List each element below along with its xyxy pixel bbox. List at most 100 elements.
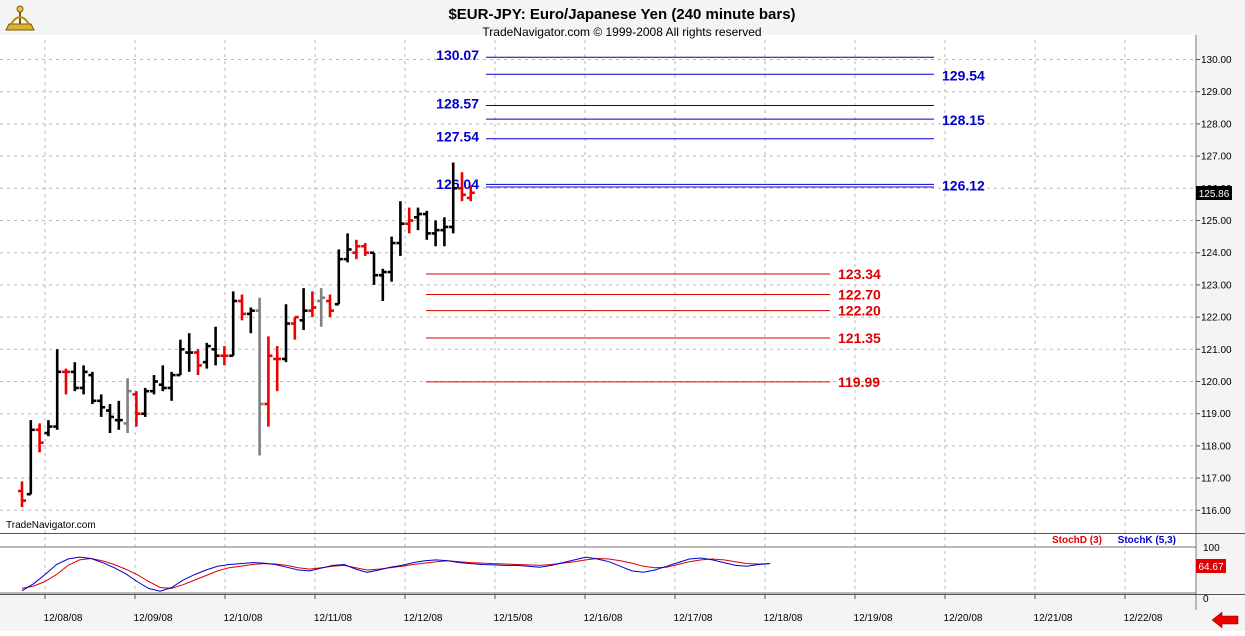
axis-labels: 12/08/08 12/09/08 12/10/08 12/11/08 12/12/08… [44, 55, 1232, 624]
support-label: 119.99 [838, 374, 880, 390]
ohlc-bar [431, 220, 440, 247]
ohlc-bar [194, 349, 202, 376]
ohlc-bar [202, 342, 211, 369]
ohlc-bar [343, 233, 352, 263]
stochk-line [21, 556, 771, 592]
ohlc-bar [273, 346, 282, 392]
ohlc-bar [282, 304, 290, 363]
ohlc-bar [150, 375, 158, 395]
ohlc-bar [264, 336, 273, 427]
ohlc-bar [326, 294, 334, 318]
support-label: 122.70 [838, 287, 881, 303]
x-tick-label: 12/18/08 [764, 613, 803, 624]
ohlc-bar [387, 236, 396, 282]
ohlc-bar [414, 207, 422, 231]
resistance-label: 129.54 [942, 67, 985, 83]
ohlc-bar [334, 249, 343, 306]
scroll-right-arrow-icon[interactable] [1211, 611, 1239, 629]
resistance-label: 128.57 [436, 96, 479, 112]
ohlc-bar [176, 339, 185, 377]
ohlc-bar [70, 362, 79, 392]
ohlc-bar [18, 481, 26, 508]
x-tick-label: 12/17/08 [674, 613, 713, 624]
sextant-logo-icon [5, 5, 35, 31]
y-tick-label: 118.00 [1201, 441, 1231, 452]
ohlc-bar [422, 210, 431, 240]
ohlc-bar [361, 243, 370, 256]
ohlc-bar [132, 391, 141, 427]
y-tick-label: 117.00 [1201, 474, 1231, 485]
ohlc-bar [440, 217, 449, 247]
resistance-label: 127.54 [436, 129, 479, 145]
x-tick-label: 12/19/08 [854, 613, 893, 624]
y-tick-label: 122.00 [1201, 313, 1232, 324]
y-tick-label: 124.00 [1201, 248, 1232, 259]
price-bars [18, 162, 475, 508]
ohlc-bar [370, 251, 378, 285]
last-stoch-value: 64.67 [1198, 562, 1223, 573]
ohlc-bar [396, 201, 405, 256]
ohlc-bar [141, 387, 150, 417]
ohlc-bar [378, 268, 387, 301]
ohlc-bar [35, 423, 44, 453]
legend-stochk: StochK (5,3) [1118, 535, 1176, 546]
x-tick-label: 12/16/08 [584, 613, 623, 624]
x-tick-label: 12/12/08 [404, 613, 443, 624]
ohlc-bar [405, 207, 414, 234]
ohlc-bar [53, 349, 62, 430]
ohlc-bar [299, 288, 308, 330]
ohlc-bar [114, 400, 123, 430]
support-label: 122.20 [838, 303, 881, 319]
chart-title: $EUR-JPY: Euro/Japanese Yen (240 minute … [448, 6, 795, 23]
x-tick-label: 12/10/08 [224, 613, 263, 624]
y-tick-label: 125.00 [1201, 216, 1232, 227]
ohlc-bar [185, 333, 194, 372]
ohlc-bar [238, 294, 246, 321]
y-tick-label: 129.00 [1201, 87, 1232, 98]
y-tick-label: 119.00 [1201, 409, 1231, 420]
y-tick-label: 127.00 [1201, 152, 1232, 163]
support-label: 121.35 [838, 330, 881, 346]
y-tick-label: 120.00 [1201, 377, 1232, 388]
resistance-label: 130.07 [436, 47, 479, 63]
ohlc-bar [167, 371, 176, 401]
y-tick-label: 116.00 [1201, 506, 1231, 517]
ohlc-bar [88, 371, 97, 405]
ohlc-bar [97, 394, 106, 417]
x-tick-label: 12/20/08 [944, 613, 983, 624]
ohlc-bar [246, 307, 255, 334]
support-label: 123.34 [838, 266, 881, 282]
ohlc-bar [220, 346, 229, 366]
ohlc-bar [229, 291, 238, 358]
ohlc-bar [26, 420, 35, 496]
price-levels: 130.07 129.54 128.57 128.15 127.54 126.04 126.… [426, 47, 985, 390]
y-tick-label: 130.00 [1201, 55, 1232, 66]
ohlc-bar [466, 185, 475, 202]
last-stoch-tag: 64.67 [1196, 559, 1226, 573]
x-tick-label: 12/11/08 [314, 613, 353, 624]
resistance-label: 128.15 [942, 112, 985, 128]
stochd-line [21, 557, 771, 589]
legend-stochd: StochD (3) [1052, 535, 1102, 546]
ohlc-bar [317, 288, 326, 327]
resistance-label: 126.12 [942, 177, 985, 193]
stoch-tick-label: 0 [1203, 594, 1209, 605]
x-tick-label: 12/08/08 [44, 613, 83, 624]
ohlc-bar [290, 315, 299, 340]
y-tick-label: 121.00 [1201, 345, 1232, 356]
grid [0, 40, 1196, 594]
ohlc-bar [62, 368, 70, 395]
ohlc-bar [44, 420, 53, 437]
price-panel-background [0, 35, 1196, 533]
stoch-tick-label: 100 [1203, 543, 1220, 554]
watermark-text: TradeNavigator.com [6, 520, 96, 531]
y-tick-label: 128.00 [1201, 119, 1232, 130]
ohlc-bar [79, 365, 88, 395]
stochastic-lines [21, 556, 771, 592]
ohlc-bar [458, 172, 466, 202]
copyright-text: TradeNavigator.com © 1999-2008 All right… [482, 25, 761, 39]
ohlc-bar [106, 404, 114, 434]
last-price-tag: 125.86 [1196, 186, 1232, 200]
